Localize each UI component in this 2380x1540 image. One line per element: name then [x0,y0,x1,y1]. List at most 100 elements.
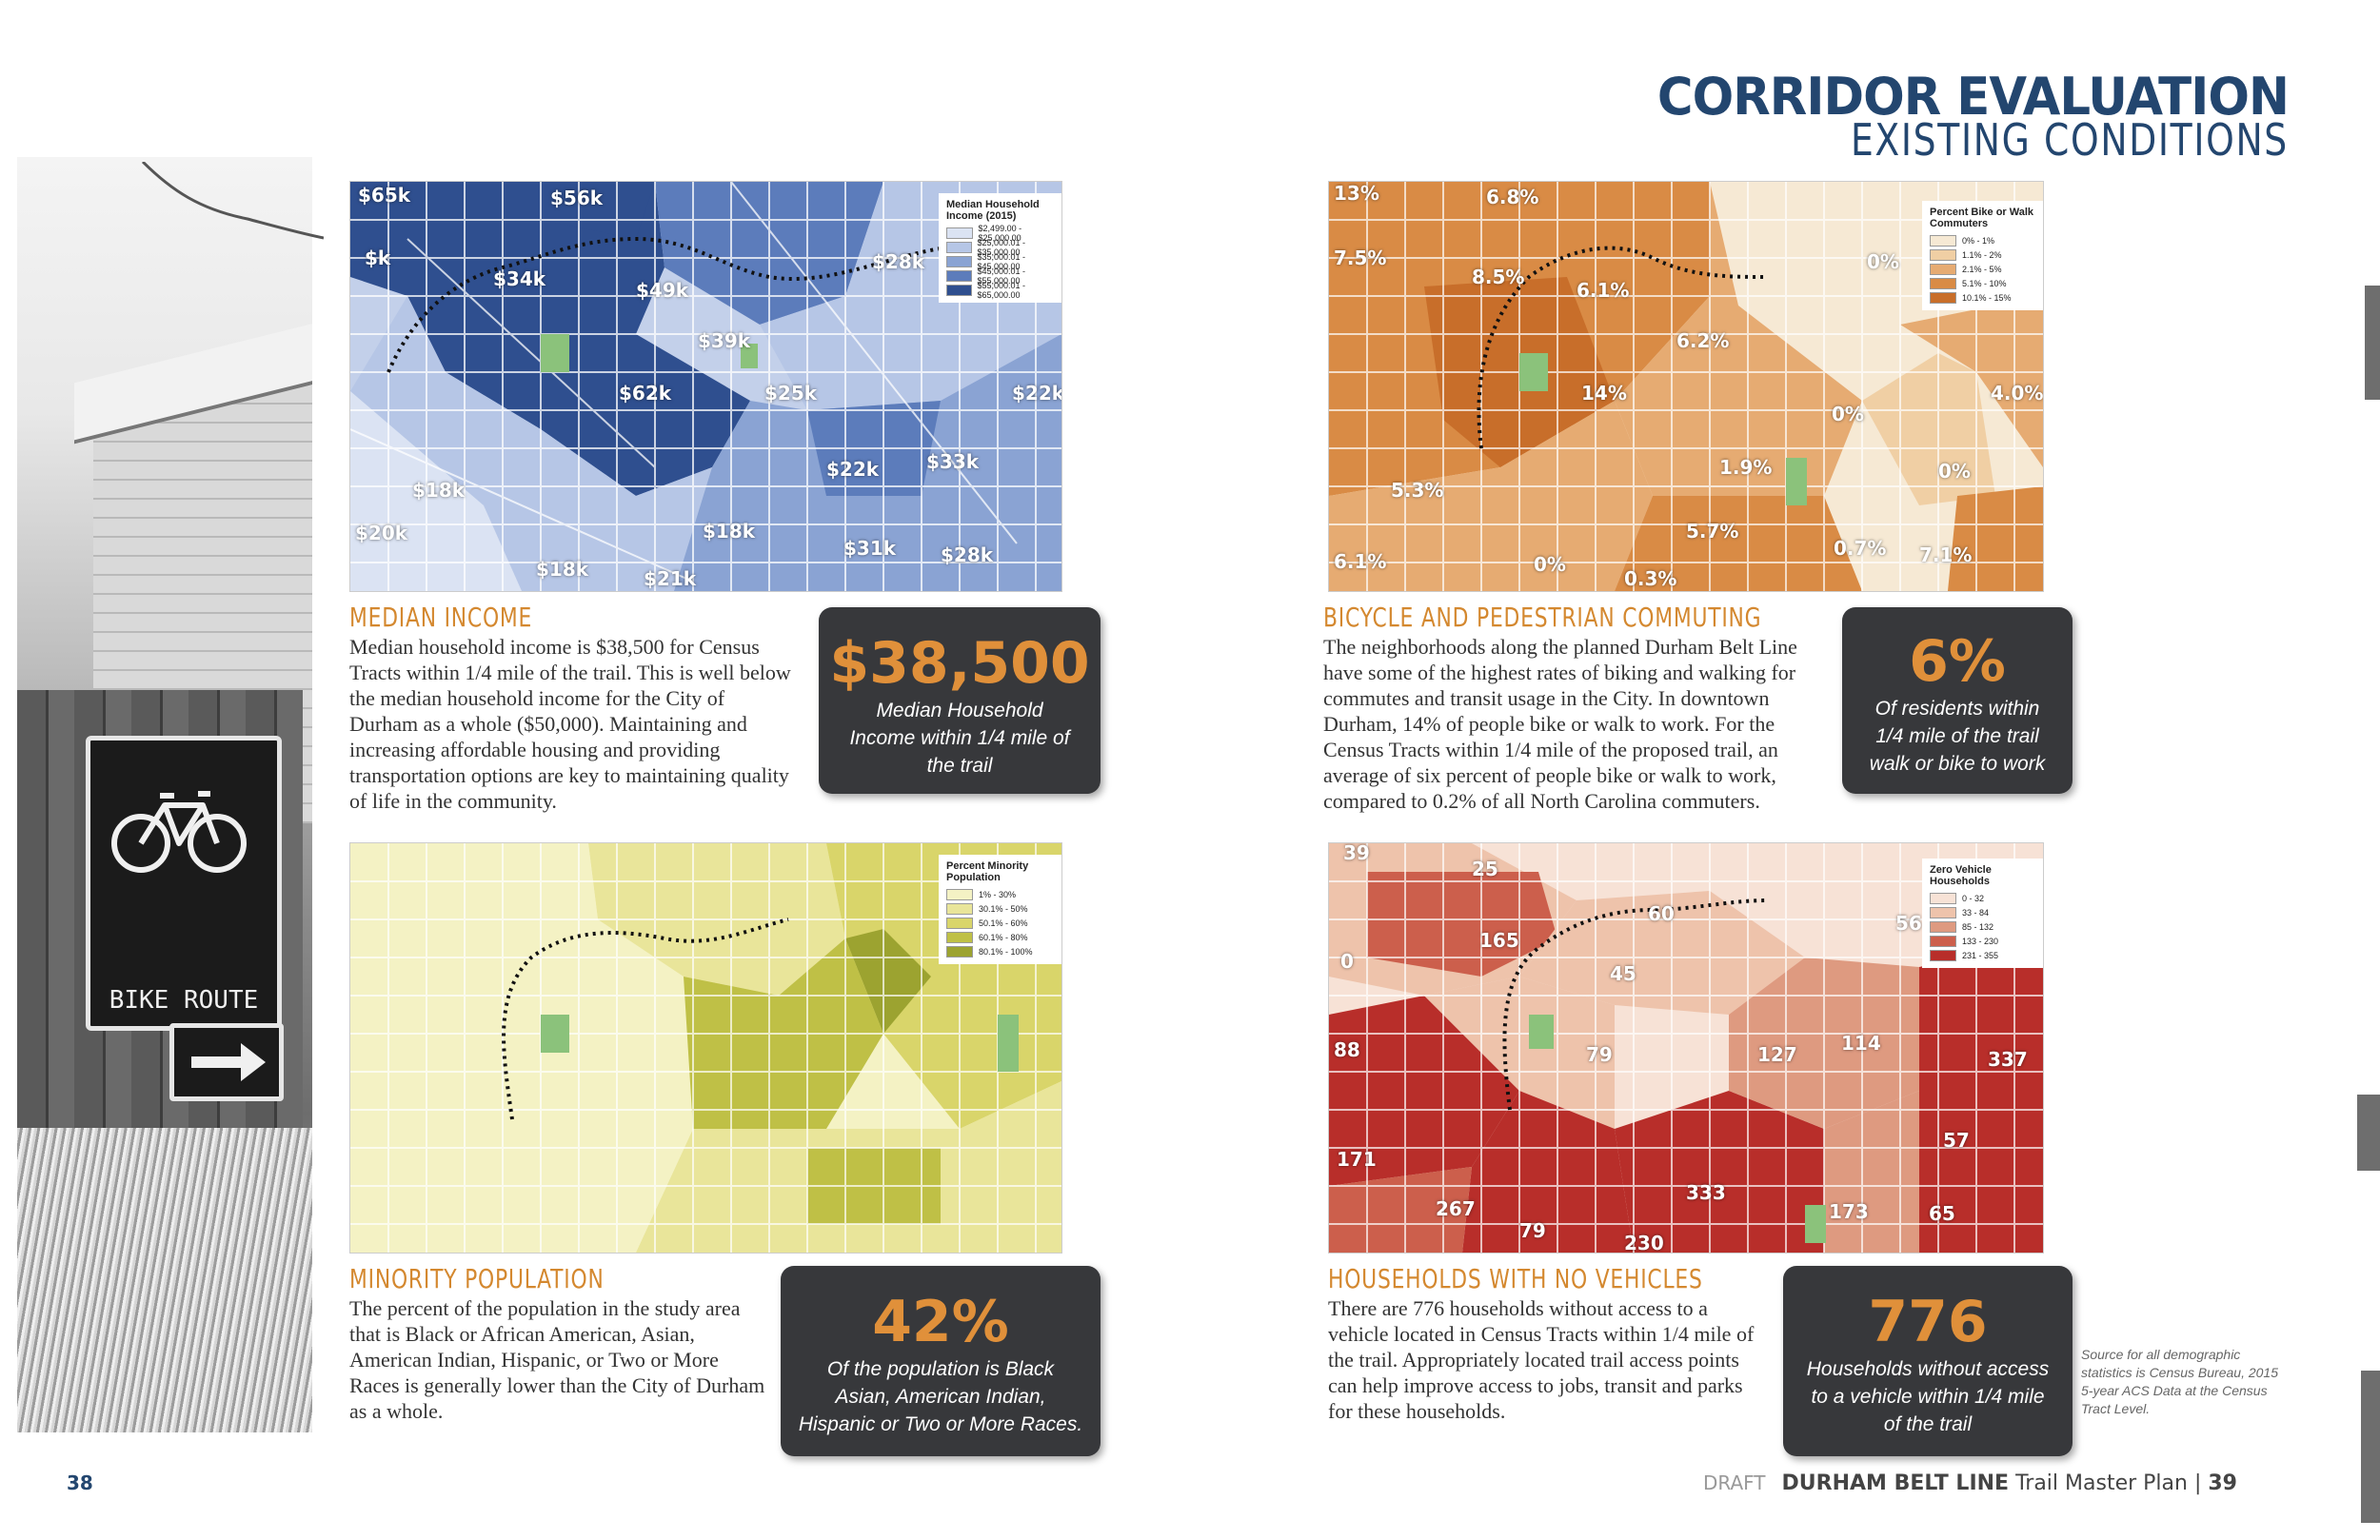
grunge-edge [2361,1371,2380,1523]
median-income-stat: $38,500 [829,630,1090,697]
map-label: $22k [826,458,880,481]
map-label: 14% [1581,382,1627,405]
map-label: $k [365,247,391,269]
bike-route-photo: BIKE ROUTE [17,157,312,1432]
legend-item: 5.1% - 10% [1962,278,2007,288]
minority-population-map: Percent Minority Population 1% - 30% 30.… [349,842,1062,1254]
plan-subtitle: Trail Master Plan | [2015,1471,2202,1495]
legend-title: Percent Bike or Walk Commuters [1930,207,2034,229]
map-label: $31k [843,537,897,560]
map-label: 13% [1334,182,1379,205]
bike-ped-stat: 6% [1909,628,2006,695]
legend-item: 10.1% - 15% [1962,292,2012,303]
map-label: $39k [698,329,751,352]
map-label: 79 [1519,1219,1546,1242]
no-vehicles-stat: 776 [1868,1289,1988,1355]
map-label: 0% [1832,403,1864,425]
map-label: 0% [1938,460,1971,483]
map-label: 6.2% [1676,329,1730,352]
legend-item: 1% - 30% [979,889,1017,899]
map-label: $56k [550,187,604,209]
page-number: 39 [2208,1471,2237,1495]
bike-choropleth [1329,182,2043,591]
map-label: 25 [1472,858,1498,880]
legend-item: 1.1% - 2% [1962,249,2002,260]
no-vehicles-body: There are 776 households without access … [1328,1296,1755,1423]
minority-legend: Percent Minority Population 1% - 30% 30.… [939,855,1061,964]
map-label: $65k [358,184,411,207]
income-legend: Median Household Income (2015) $2,499.00… [939,193,1061,303]
map-label: 88 [1334,1038,1360,1061]
map-label: $21k [644,567,697,590]
legend-item: 30.1% - 50% [979,903,1028,914]
legend-item: 50.1% - 60% [979,918,1028,928]
map-label: $18k [703,520,756,543]
plan-name: DURHAM BELT LINE [1781,1471,2010,1495]
median-income-map: $65k $56k $k $34k $49k $28k $39k $62k $2… [349,181,1062,592]
legend-item: $35,000.01 - $45,000.00 [977,251,1026,271]
map-label: 337 [1988,1048,2028,1071]
dry-grass [17,1128,312,1432]
map-label: 45 [1610,962,1636,985]
minority-body: The percent of the population in the stu… [349,1296,765,1423]
sign-label: BIKE ROUTE [109,986,259,1015]
map-label: 79 [1586,1043,1613,1066]
map-label: 165 [1479,929,1519,952]
grunge-edge [2365,286,2380,400]
legend-item: 2.1% - 5% [1962,264,2002,274]
source-note: Source for all demographic statistics is… [2081,1347,2278,1416]
bicycle-icon [111,791,247,873]
bike-ped-title: BICYCLE AND PEDESTRIAN COMMUTING [1323,602,1762,633]
map-label: 6.1% [1577,279,1630,302]
map-label: 5.3% [1391,479,1444,502]
power-line [141,162,324,240]
map-label: 6.1% [1334,550,1387,573]
zero-vehicle-map: 39 25 60 56 165 0 45 88 79 127 114 337 1… [1328,842,2044,1254]
vehicle-legend: Zero Vehicle Households 0 - 32 33 - 84 8… [1922,859,2043,968]
map-label: $20k [355,522,408,544]
median-income-stat-box: $38,500 Median Household Income within 1… [819,607,1101,794]
legend-item: $45,000.01 - $55,000.00 [977,266,1026,286]
bike-legend: Percent Bike or Walk Commuters 0% - 1% 1… [1922,201,2043,310]
median-income-body: Median household income is $38,500 for C… [349,635,791,813]
map-label: 114 [1841,1032,1881,1055]
arrow-right-icon [169,1023,284,1101]
map-label: $34k [493,267,546,290]
minority-stat-box: 42% Of the population is Black Asian, Am… [781,1266,1101,1456]
legend-item: 33 - 84 [1962,907,1990,918]
no-vehicles-stat-box: 776 Households without access to a vehic… [1783,1266,2073,1456]
map-label: 0 [1340,950,1354,973]
map-label: 127 [1757,1043,1797,1066]
legend-item: 0 - 32 [1962,893,1985,903]
map-label: 230 [1624,1232,1664,1254]
map-label: 65 [1929,1202,1955,1225]
minority-title: MINORITY POPULATION [349,1263,605,1294]
map-label: 171 [1337,1148,1377,1171]
legend-title: Zero Vehicle Households [1930,864,1992,887]
map-label: 5.7% [1686,520,1739,543]
map-label: 4.0% [1991,382,2044,405]
no-vehicles-title: HOUSEHOLDS WITH NO VEHICLES [1328,1263,1703,1294]
map-label: $28k [872,250,925,273]
map-label: 173 [1829,1200,1869,1223]
map-label: $18k [412,479,466,502]
legend-item: $55,000.01 - $65,000.00 [977,280,1026,300]
map-label: 7.1% [1919,543,1973,566]
map-label: $49k [636,279,689,302]
map-label: 7.5% [1334,247,1387,269]
legend-item: 231 - 355 [1962,950,1999,960]
legend-item: $2,499.00 - $25,000.00 [978,223,1022,243]
map-label: 0% [1534,553,1566,576]
map-label: 57 [1943,1129,1970,1152]
map-label: 0.7% [1834,537,1887,560]
legend-item: 133 - 230 [1962,936,1999,946]
page-title: CORRIDOR EVALUATION [1656,67,2290,127]
bike-ped-body: The neighborhoods along the planned Durh… [1323,635,1797,813]
map-label: $18k [536,558,589,581]
map-label: 1.9% [1719,456,1773,479]
map-label: 333 [1686,1181,1726,1204]
left-page-number: 38 [67,1471,93,1494]
footer: DRAFT DURHAM BELT LINE Trail Master Plan… [1703,1471,2237,1495]
legend-title: Median Household Income (2015) [946,199,1040,222]
legend-title: Percent Minority Population [946,860,1029,883]
